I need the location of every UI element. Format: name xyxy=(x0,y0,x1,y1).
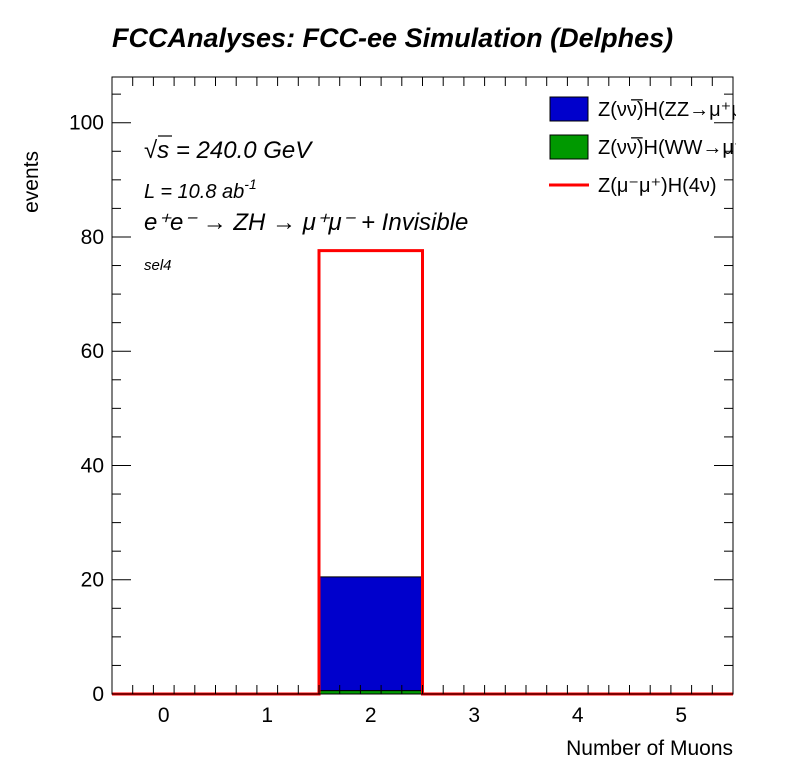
energy-annotation: √s = 240.0 GeV xyxy=(144,137,313,164)
legend-entries: Z(νν̅)H(ZZ→μ⁺μ⁻ν Z(νν̅)H(WW→μ⁺νμ Z(μ⁻μ⁺)H(… xyxy=(549,96,766,197)
line-series-0 xyxy=(112,249,733,696)
bar-series-0-bin-2 xyxy=(318,690,423,695)
chart-title: FCCAnalyses: FCC-ee Simulation (Delphes) xyxy=(112,23,673,53)
y-tick-label: 80 xyxy=(81,226,104,249)
y-tick-label: 40 xyxy=(81,454,104,477)
selection-label: sel4 xyxy=(144,257,172,274)
y-tick-label: 20 xyxy=(81,569,104,592)
bar-series-1-bin-2 xyxy=(318,576,423,692)
axes: 0 1 2 3 4 5 0 20 40 60 80 100 xyxy=(69,76,734,727)
energy-value: = 240.0 GeV xyxy=(169,137,313,164)
legend-label-2: Z(μ⁻μ⁺)H(4ν) xyxy=(598,175,717,197)
x-tick-label: 1 xyxy=(261,704,273,727)
y-tick-label: 60 xyxy=(81,340,104,363)
legend-swatch-1 xyxy=(549,96,589,122)
x-tick-label: 5 xyxy=(675,704,687,727)
legend: Z(νν̅)H(ZZ→μ⁺μ⁻ν Z(νν̅)H(WW→μ⁺νμ Z(μ⁻μ⁺)H(… xyxy=(549,96,766,197)
legend-label-1: Z(νν̅)H(ZZ→μ⁺μ⁻ν xyxy=(598,98,763,121)
luminosity-annotation: L = 10.8 ab-1 xyxy=(144,176,257,203)
y-axis-label: events xyxy=(20,151,43,213)
y-tick-label: 0 xyxy=(92,683,104,706)
plot-area xyxy=(112,249,733,696)
x-tick-label: 4 xyxy=(572,704,584,727)
sqrt-variable: s xyxy=(157,137,169,164)
x-tick-label: 2 xyxy=(365,704,377,727)
annotation-block: √s = 240.0 GeV L = 10.8 ab-1 e⁺e⁻ → ZH →… xyxy=(144,135,468,274)
legend-label-0: Z(νν̅)H(WW→μ⁺νμ xyxy=(598,136,766,159)
x-tick-label: 0 xyxy=(158,704,170,727)
x-tick-label: 3 xyxy=(468,704,480,727)
process-annotation: e⁺e⁻ → ZH → μ⁺μ⁻ + Invisible xyxy=(144,209,468,236)
luminosity-exponent: -1 xyxy=(244,176,256,192)
y-tick-label: 100 xyxy=(69,112,104,135)
legend-swatch-0 xyxy=(549,134,589,160)
luminosity-value: L = 10.8 ab xyxy=(144,181,244,203)
sqrt-symbol: √ xyxy=(144,137,158,164)
x-axis-label: Number of Muons xyxy=(566,737,733,760)
